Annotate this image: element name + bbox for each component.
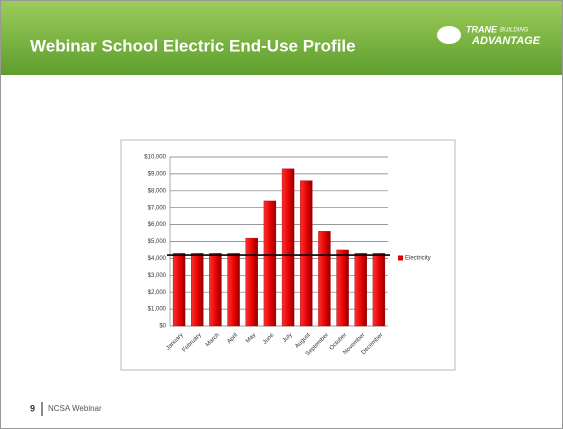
- bar: [300, 180, 313, 327]
- y-tick-label: $3,000: [148, 273, 167, 279]
- header-band: [1, 1, 562, 75]
- y-tick-label: $0: [159, 324, 166, 330]
- legend-label: Electricity: [405, 256, 431, 262]
- y-tick-label: $7,000: [148, 205, 167, 211]
- footer-text: NCSA Webinar: [48, 404, 102, 413]
- y-tick-label: $5,000: [148, 239, 167, 245]
- y-tick-label: $4,000: [148, 256, 167, 262]
- bar: [281, 168, 295, 327]
- bar: [318, 231, 331, 327]
- bar: [263, 200, 277, 327]
- y-tick-label: $9,000: [148, 171, 167, 177]
- bar: [336, 249, 349, 327]
- page-number: 9: [30, 403, 35, 413]
- y-tick-label: $10,000: [144, 155, 166, 161]
- bar: [191, 253, 204, 327]
- y-tick-label: $6,000: [148, 222, 167, 228]
- bar: [354, 253, 367, 327]
- y-tick-label: $8,000: [148, 188, 167, 194]
- bar: [172, 253, 186, 327]
- bar: [209, 253, 222, 327]
- bar: [245, 237, 258, 327]
- logo-big: ADVANTAGE: [471, 35, 541, 47]
- y-tick-label: $2,000: [148, 290, 167, 296]
- bar: [372, 253, 386, 327]
- y-tick-label: $1,000: [148, 307, 167, 313]
- logo-brand: TRANE: [466, 24, 498, 34]
- logo-icon: [437, 26, 461, 44]
- x-tick-label: July: [282, 332, 294, 344]
- logo-small: BUILDING: [500, 28, 529, 34]
- slide-title: Webinar School Electric End-Use Profile: [30, 36, 356, 55]
- legend-swatch: [398, 255, 403, 261]
- bar: [227, 253, 240, 327]
